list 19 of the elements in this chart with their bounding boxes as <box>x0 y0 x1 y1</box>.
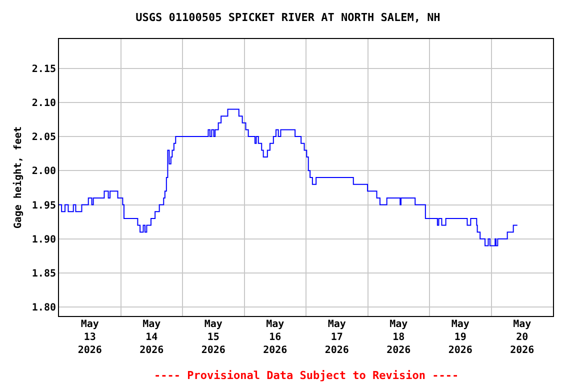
y-tick-label: 2.10 <box>32 98 56 109</box>
x-tick-label: May 15 2026 <box>201 319 226 356</box>
x-tick-label: May 13 2026 <box>78 319 102 356</box>
y-tick-label: 2.00 <box>32 166 56 178</box>
y-tick-label: 1.95 <box>32 200 56 212</box>
y-tick-label: 1.80 <box>32 302 56 314</box>
x-tick-label: May 18 2026 <box>386 319 411 356</box>
x-tick-label: May 14 2026 <box>140 319 164 356</box>
y-tick-label: 2.05 <box>32 132 56 144</box>
y-tick-label: 1.85 <box>32 268 56 280</box>
x-tick-label: May 20 2026 <box>510 319 534 356</box>
x-tick-label: May 17 2026 <box>324 319 349 356</box>
y-tick-label: 1.90 <box>32 234 56 246</box>
text: ---- Provisional Data Subject to Revision ---- <box>154 369 459 382</box>
x-tick-label: May 19 2026 <box>448 319 472 356</box>
y-tick-label: 2.15 <box>32 64 56 75</box>
x-tick-label: May 16 2026 <box>263 319 288 356</box>
chart-title: USGS 01100505 SPICKET RIVER AT NORTH SALEM, NH <box>136 11 440 24</box>
y-axis-title: Gage height, feet <box>12 126 24 229</box>
